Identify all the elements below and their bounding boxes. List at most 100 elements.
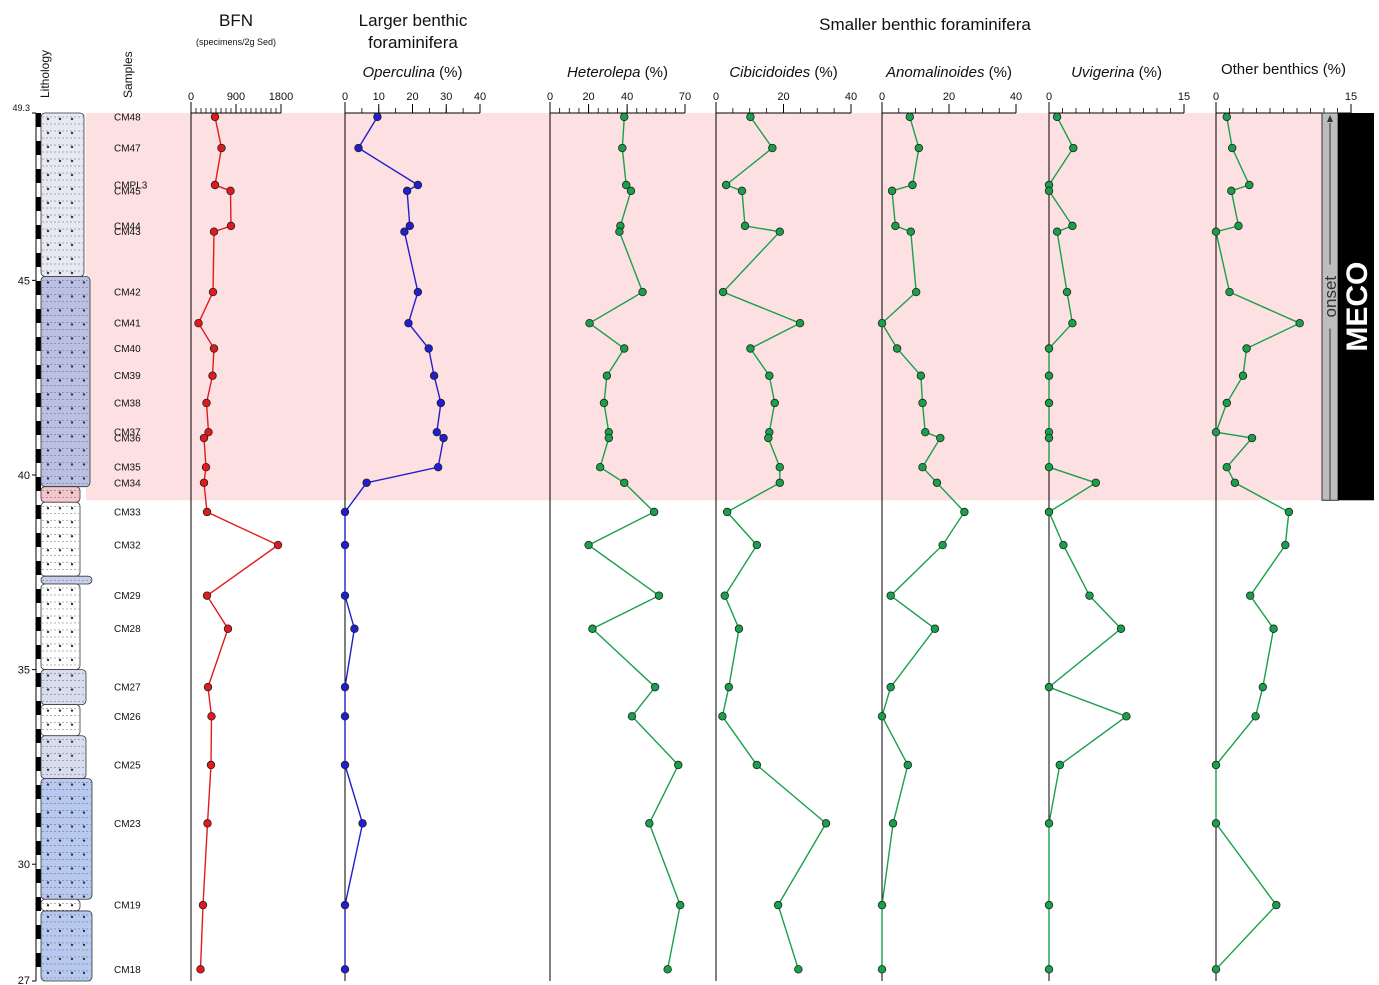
data-point-other bbox=[1222, 112, 1231, 122]
litho-dot bbox=[46, 915, 50, 919]
data-point-anomalinoides bbox=[932, 478, 942, 487]
data-point-operculina bbox=[340, 540, 350, 550]
x-tick-label: 0 bbox=[1213, 91, 1219, 103]
bfn-title: BFN bbox=[219, 11, 253, 30]
data-point-heterolepa bbox=[618, 143, 627, 153]
x-tick-label: 1800 bbox=[269, 91, 293, 103]
x-tick-label: 10 bbox=[373, 91, 385, 103]
panel-other: 0 15 Other benthics (%) bbox=[1211, 61, 1357, 981]
data-point-cibicidoides bbox=[746, 112, 755, 122]
litho-dot bbox=[70, 323, 74, 326]
data-point-cibicidoides bbox=[775, 227, 784, 236]
litho-dot bbox=[70, 379, 74, 382]
data-panels: 0 900 1800 0 10 20 30 40 Operculina (%) 0 20 40 70 He… bbox=[188, 61, 1357, 981]
data-point-bfn bbox=[209, 227, 219, 236]
litho-dot bbox=[58, 295, 62, 298]
litho-dot bbox=[58, 379, 62, 382]
litho-dot bbox=[82, 435, 86, 438]
data-point-bfn bbox=[202, 507, 212, 517]
data-point-operculina bbox=[340, 591, 350, 600]
litho-strip bbox=[36, 953, 41, 967]
sample-label: CM41 bbox=[114, 319, 141, 330]
data-point-heterolepa bbox=[638, 287, 647, 297]
data-point-operculina bbox=[436, 398, 446, 408]
litho-dot bbox=[46, 491, 50, 494]
data-point-other bbox=[1284, 507, 1294, 517]
x-tick-label: 15 bbox=[1345, 91, 1357, 103]
litho-dot bbox=[70, 825, 74, 828]
data-point-heterolepa bbox=[626, 186, 636, 196]
data-point-heterolepa bbox=[654, 591, 664, 600]
data-point-heterolepa bbox=[602, 371, 612, 380]
onset-arrow-icon bbox=[1327, 115, 1333, 122]
data-point-operculina bbox=[405, 221, 414, 231]
litho-dot bbox=[70, 709, 74, 712]
data-point-heterolepa bbox=[645, 819, 654, 828]
litho-dot bbox=[70, 477, 74, 480]
litho-dot bbox=[82, 449, 86, 452]
litho-dot bbox=[58, 811, 62, 814]
litho-unit bbox=[40, 910, 93, 982]
data-point-other bbox=[1211, 965, 1221, 974]
litho-dot bbox=[58, 435, 62, 438]
x-tick-label: 900 bbox=[227, 91, 245, 103]
litho-dot bbox=[58, 881, 62, 884]
litho-dot bbox=[58, 173, 62, 177]
litho-dot bbox=[70, 187, 74, 191]
litho-dot bbox=[70, 309, 74, 312]
litho-dot bbox=[46, 145, 50, 149]
litho-strip bbox=[36, 645, 41, 659]
data-point-operculina bbox=[340, 900, 350, 910]
data-point-bfn bbox=[194, 318, 203, 328]
data-point-cibicidoides bbox=[821, 819, 831, 828]
x-tick-label: 0 bbox=[547, 91, 553, 103]
litho-strip bbox=[36, 253, 41, 267]
lithology-header: Lithology bbox=[38, 50, 52, 98]
litho-strip bbox=[36, 463, 41, 477]
litho-dot bbox=[58, 971, 62, 975]
sample-label: CM39 bbox=[114, 371, 141, 382]
litho-dot bbox=[70, 740, 74, 743]
litho-strip bbox=[36, 435, 41, 449]
data-point-bfn bbox=[210, 180, 220, 190]
litho-strip bbox=[36, 631, 41, 645]
litho-dot bbox=[58, 491, 62, 494]
data-point-operculina bbox=[413, 180, 423, 190]
meco-highlight-band bbox=[86, 113, 1322, 501]
data-point-operculina bbox=[424, 344, 433, 353]
litho-strip bbox=[36, 533, 41, 547]
litho-dot bbox=[70, 768, 74, 771]
litho-dot bbox=[58, 407, 62, 410]
litho-dot bbox=[46, 588, 50, 592]
litho-dot bbox=[70, 131, 74, 135]
litho-dot bbox=[70, 535, 74, 538]
data-point-other bbox=[1211, 227, 1221, 236]
axis-label-heterolepa: Heterolepa (%) bbox=[567, 64, 668, 81]
data-point-uvigerina bbox=[1091, 478, 1100, 487]
depth-axis: 49.3 45 40 35 30 27 bbox=[12, 103, 37, 985]
litho-dot bbox=[82, 895, 86, 898]
data-point-cibicidoides bbox=[775, 463, 784, 472]
data-point-bfn bbox=[217, 143, 226, 153]
litho-dot bbox=[70, 449, 74, 452]
litho-dot bbox=[70, 943, 74, 947]
data-point-anomalinoides bbox=[938, 540, 947, 550]
litho-strip bbox=[36, 869, 41, 883]
litho-strip bbox=[36, 379, 41, 393]
litho-strip bbox=[36, 813, 41, 827]
axis-label-anomalinoides: Anomalinoides (%) bbox=[885, 64, 1012, 81]
data-point-other bbox=[1251, 712, 1260, 721]
data-point-cibicidoides bbox=[752, 760, 762, 770]
data-point-bfn bbox=[199, 433, 209, 443]
panel-uvigerina: 0 15 Uvigerina (%) bbox=[1044, 64, 1190, 981]
litho-strip bbox=[36, 967, 41, 981]
litho-strip bbox=[36, 939, 41, 953]
data-point-operculina bbox=[358, 819, 367, 828]
data-point-anomalinoides bbox=[877, 900, 887, 910]
litho-dot bbox=[46, 295, 50, 298]
litho-dot bbox=[46, 929, 50, 933]
data-point-heterolepa bbox=[649, 507, 659, 517]
litho-dot bbox=[70, 421, 74, 424]
litho-strip bbox=[36, 365, 41, 379]
data-point-anomalinoides bbox=[887, 186, 897, 196]
